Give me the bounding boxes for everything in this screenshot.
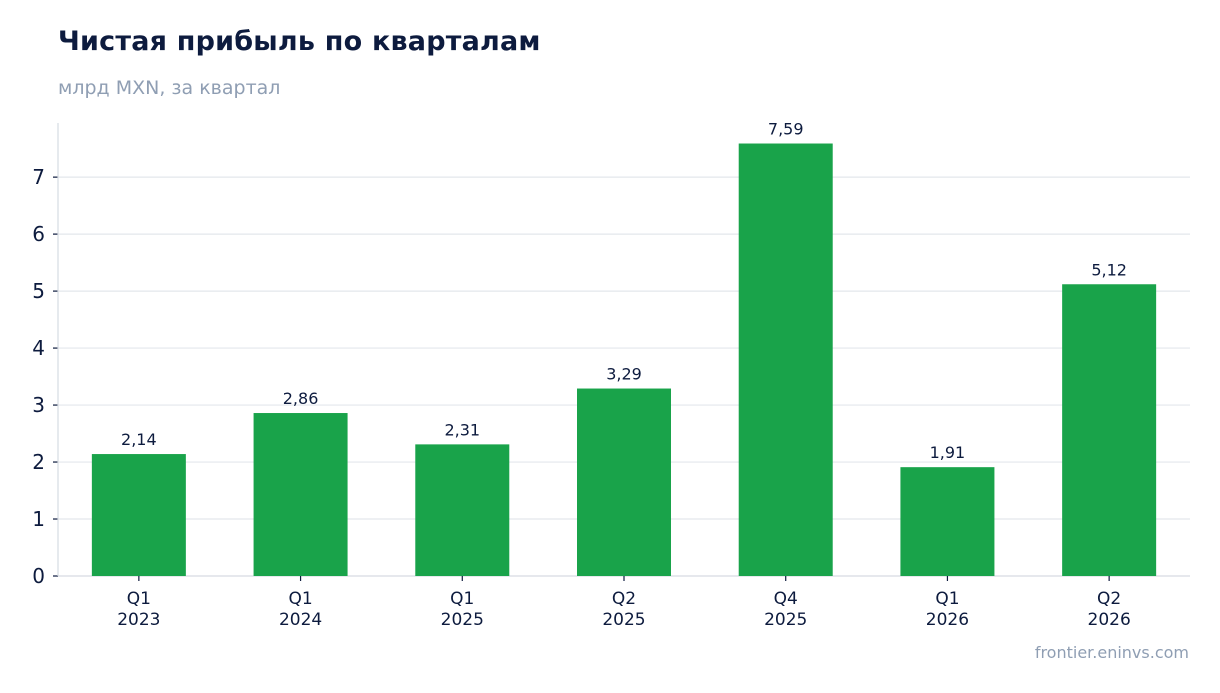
- y-tick-label: 3: [32, 393, 45, 417]
- x-tick-label-year: 2025: [764, 610, 807, 630]
- source-credit: frontier.eninvs.com: [1034, 643, 1189, 662]
- bar-value-label: 3,29: [606, 365, 642, 384]
- x-tick-label-quarter: Q4: [774, 589, 798, 609]
- x-tick-label-quarter: Q1: [450, 589, 474, 609]
- y-tick-label: 0: [32, 564, 45, 588]
- chart-title: Чистая прибыль по кварталам: [58, 26, 541, 57]
- x-tick-label-year: 2026: [926, 610, 969, 630]
- bar-value-label: 2,31: [444, 420, 480, 439]
- bars: [91, 143, 1157, 576]
- x-tick-label-quarter: Q2: [1097, 589, 1121, 609]
- x-tick-label-year: 2023: [117, 610, 160, 630]
- y-tick-label: 2: [32, 450, 45, 474]
- x-tick-label-year: 2026: [1088, 610, 1131, 630]
- chart-subtitle: млрд MXN, за квартал: [58, 77, 281, 99]
- bar: [91, 454, 186, 576]
- x-tick-label-quarter: Q1: [935, 589, 959, 609]
- bar-value-label: 5,12: [1091, 260, 1127, 279]
- y-tick-label: 5: [32, 279, 45, 303]
- bar: [577, 388, 671, 576]
- bar-value-label: 2,14: [121, 430, 157, 449]
- bar: [253, 413, 348, 576]
- bar-value-label: 2,86: [283, 389, 319, 408]
- bar-value-label: 7,59: [768, 120, 804, 139]
- x-tick-label-quarter: Q1: [127, 589, 151, 609]
- bar-value-label: 1,91: [930, 443, 966, 462]
- y-tick-label: 6: [32, 222, 45, 246]
- tick-labels: 01234567Q12023Q12024Q12025Q22025Q42025Q1…: [32, 165, 1131, 630]
- x-tick-label-year: 2025: [441, 610, 484, 630]
- bar: [738, 143, 833, 576]
- bar: [1062, 284, 1157, 576]
- bar: [900, 467, 995, 576]
- bar: [415, 444, 510, 576]
- y-tick-label: 7: [32, 165, 45, 189]
- x-tick-label-quarter: Q2: [612, 589, 636, 609]
- y-tick-label: 4: [32, 336, 45, 360]
- y-tick-label: 1: [32, 507, 45, 531]
- x-tick-label-year: 2024: [279, 610, 322, 630]
- x-tick-label-year: 2025: [602, 610, 645, 630]
- bar-value-labels: 2,14 2,86 2,31 3,29 7,59 1,91 5,12: [121, 120, 1127, 463]
- x-tick-label-quarter: Q1: [288, 589, 312, 609]
